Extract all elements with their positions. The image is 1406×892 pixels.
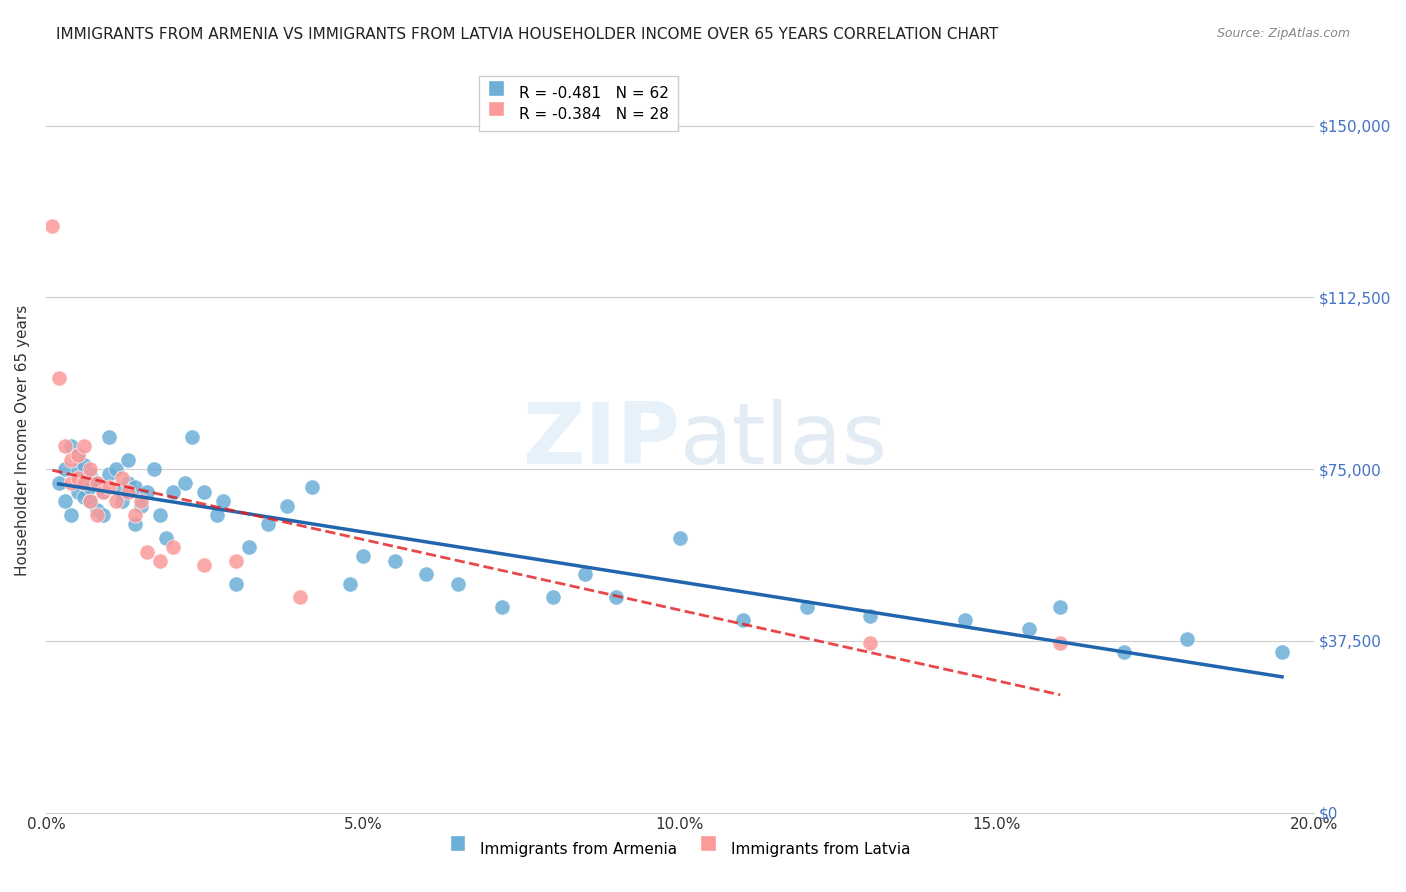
Point <box>53 494 76 508</box>
Point <box>124 508 146 522</box>
Point <box>48 370 70 384</box>
Point <box>41 219 63 234</box>
Text: IMMIGRANTS FROM ARMENIA VS IMMIGRANTS FROM LATVIA HOUSEHOLDER INCOME OVER 65 YEA: IMMIGRANTS FROM ARMENIA VS IMMIGRANTS FR… <box>56 27 998 42</box>
Point <box>605 591 627 605</box>
Point <box>73 490 96 504</box>
Point <box>352 549 374 563</box>
Point <box>669 531 692 545</box>
Point <box>225 576 247 591</box>
Point <box>86 475 108 490</box>
Point <box>124 517 146 532</box>
Point <box>1175 632 1198 646</box>
Point <box>66 462 89 476</box>
Point <box>66 485 89 500</box>
Point <box>86 475 108 490</box>
Point <box>60 453 83 467</box>
Point <box>73 475 96 490</box>
Point <box>1049 636 1071 650</box>
Point <box>162 485 184 500</box>
Point <box>238 540 260 554</box>
Point <box>276 499 298 513</box>
Point <box>212 494 235 508</box>
Point <box>129 494 152 508</box>
Point <box>48 475 70 490</box>
Point <box>79 494 101 508</box>
Point <box>91 485 114 500</box>
Point <box>149 508 172 522</box>
Point <box>180 430 202 444</box>
Point <box>117 485 139 500</box>
Point <box>104 462 127 476</box>
Point <box>136 544 159 558</box>
Point <box>91 485 114 500</box>
Point <box>142 462 165 476</box>
Point <box>53 462 76 476</box>
Point <box>859 636 882 650</box>
Text: ZIP: ZIP <box>522 399 681 482</box>
Point <box>1018 623 1040 637</box>
Point <box>91 508 114 522</box>
Point <box>98 480 121 494</box>
Point <box>162 540 184 554</box>
Point <box>1112 645 1135 659</box>
Point <box>73 475 96 490</box>
Point <box>53 439 76 453</box>
Point <box>117 475 139 490</box>
Point <box>86 503 108 517</box>
Point <box>129 499 152 513</box>
Point <box>73 458 96 472</box>
Point <box>1271 645 1294 659</box>
Point <box>288 591 311 605</box>
Point <box>796 599 818 614</box>
Point <box>66 449 89 463</box>
Point <box>339 576 361 591</box>
Point <box>447 576 470 591</box>
Point <box>384 554 406 568</box>
Point <box>859 608 882 623</box>
Point <box>225 554 247 568</box>
Point <box>111 485 134 500</box>
Point <box>98 430 121 444</box>
Point <box>953 613 976 627</box>
Point <box>79 462 101 476</box>
Legend: R = -0.481   N = 62, R = -0.384   N = 28: R = -0.481 N = 62, R = -0.384 N = 28 <box>479 76 678 131</box>
Point <box>574 567 596 582</box>
Point <box>733 613 755 627</box>
Point <box>111 471 134 485</box>
Point <box>541 591 564 605</box>
Point <box>79 480 101 494</box>
Point <box>66 449 89 463</box>
Point <box>149 554 172 568</box>
Point <box>193 558 215 573</box>
Text: Source: ZipAtlas.com: Source: ZipAtlas.com <box>1216 27 1350 40</box>
Point <box>66 471 89 485</box>
Point <box>193 485 215 500</box>
Point <box>79 494 101 508</box>
Point <box>98 467 121 481</box>
Point <box>491 599 513 614</box>
Point <box>111 494 134 508</box>
Point <box>60 439 83 453</box>
Point <box>136 485 159 500</box>
Point <box>104 494 127 508</box>
Point <box>73 439 96 453</box>
Point <box>124 480 146 494</box>
Point <box>60 475 83 490</box>
Point <box>415 567 437 582</box>
Point <box>60 508 83 522</box>
Point <box>1049 599 1071 614</box>
Point <box>155 531 177 545</box>
Point <box>79 467 101 481</box>
Point <box>86 508 108 522</box>
Point <box>174 475 197 490</box>
Text: atlas: atlas <box>681 399 887 482</box>
Point <box>301 480 323 494</box>
Point <box>256 517 278 532</box>
Y-axis label: Householder Income Over 65 years: Householder Income Over 65 years <box>15 305 30 576</box>
Point <box>205 508 228 522</box>
Point <box>117 453 139 467</box>
